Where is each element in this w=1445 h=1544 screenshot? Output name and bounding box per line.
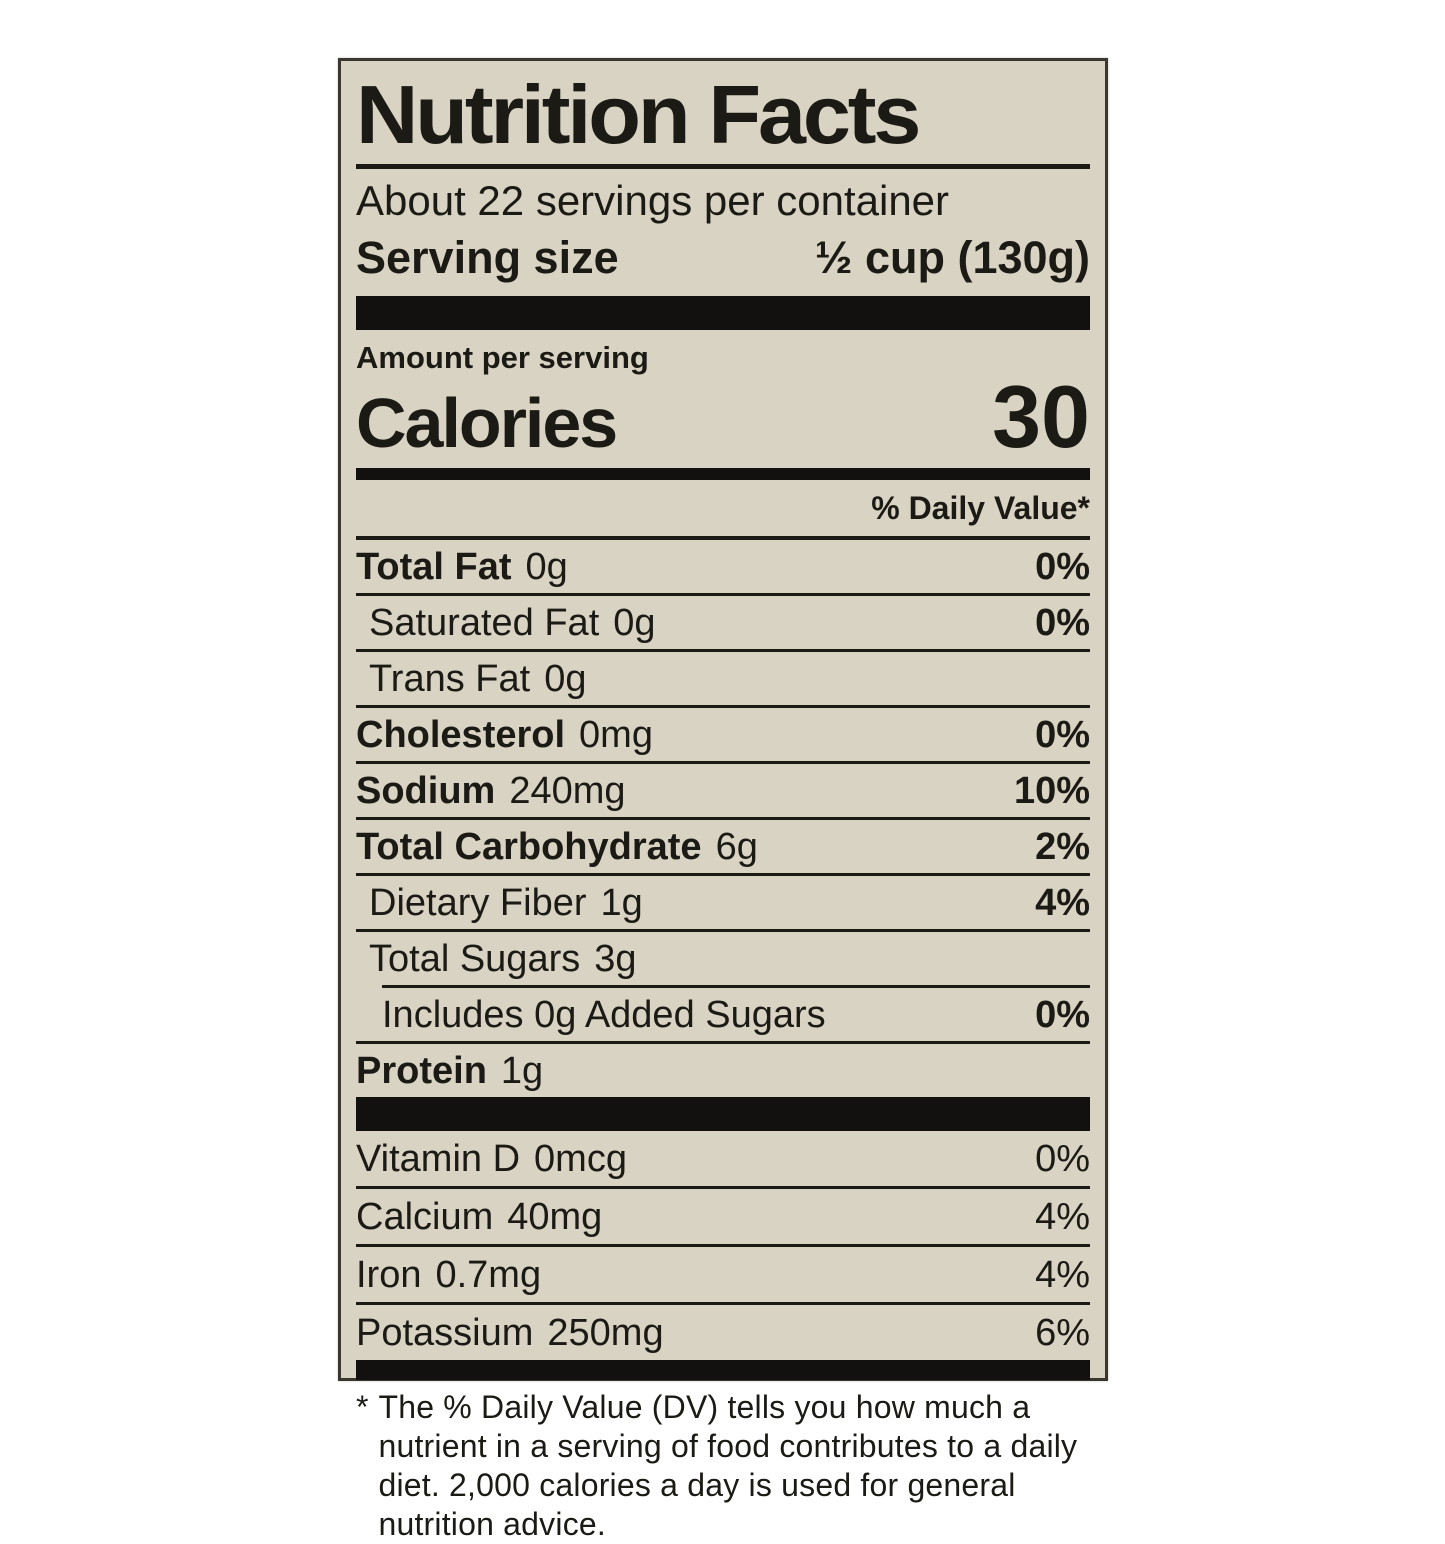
nutrient-daily-value: 10%	[1013, 770, 1090, 813]
nutrient-amount: 0.7mg	[435, 1254, 542, 1297]
nutrient-row: Potassium 250mg 6%	[356, 1302, 1090, 1360]
nutrient-row: Includes 0g Added Sugars 0%	[382, 985, 1090, 1041]
nutrient-amount: 3g	[594, 938, 637, 981]
nutrient-row: Saturated Fat 0g 0%	[356, 593, 1090, 649]
section-bar-top	[356, 296, 1090, 331]
footnote: * The % Daily Value (DV) tells you how m…	[356, 1380, 1090, 1544]
nutrient-amount: 240mg	[509, 770, 626, 813]
nutrient-name: Potassium	[356, 1312, 534, 1355]
calories-divider-bar	[356, 468, 1090, 481]
nutrient-amount: 40mg	[507, 1196, 603, 1239]
nutrient-name: Trans Fat	[369, 658, 531, 701]
nutrient-name-amount: Potassium 250mg	[356, 1314, 664, 1352]
nutrient-row: Total Carbohydrate 6g 2%	[356, 817, 1090, 873]
nutrient-amount: 1g	[600, 882, 643, 925]
nutrient-name-amount: Total Carbohydrate 6g	[356, 828, 758, 866]
footnote-asterisk: *	[356, 1389, 369, 1426]
serving-size-row: Serving size ½ cup (130g)	[356, 223, 1090, 296]
nutrient-name-amount: Total Fat 0g	[356, 548, 568, 586]
nutrient-amount: 250mg	[547, 1312, 664, 1355]
nutrient-daily-value: 0%	[1035, 994, 1090, 1037]
nutrient-name-amount: Trans Fat 0g	[369, 660, 586, 698]
nutrient-name: Total Carbohydrate	[356, 826, 702, 869]
label-title: Nutrition Facts	[356, 68, 921, 161]
nutrient-daily-value: 2%	[1035, 826, 1090, 869]
nutrient-row: Total Fat 0g 0%	[356, 540, 1090, 593]
nutrient-daily-value: 0%	[1035, 602, 1090, 645]
serving-size-value: ½ cup (130g)	[814, 232, 1090, 284]
nutrient-rows: Total Fat 0g 0% Saturated Fat 0g 0% Trans Fat 0…	[356, 540, 1090, 1097]
daily-value-header: % Daily Value*	[871, 490, 1090, 527]
nutrient-name: Includes 0g Added Sugars	[382, 994, 826, 1037]
nutrient-name-amount: Includes 0g Added Sugars	[382, 996, 826, 1034]
daily-value-divider	[356, 536, 1090, 541]
nutrient-name-amount: Calcium 40mg	[356, 1198, 602, 1236]
calories-label: Calories	[356, 384, 618, 463]
title-divider	[356, 164, 1090, 169]
nutrient-row: Vitamin D 0mcg 0%	[356, 1131, 1090, 1186]
nutrient-amount: 0g	[525, 546, 568, 589]
nutrient-name: Sodium	[356, 770, 496, 813]
nutrient-daily-value: 4%	[1035, 1196, 1090, 1239]
nutrient-daily-value: 0%	[1035, 546, 1090, 589]
nutrient-daily-value: 4%	[1035, 1254, 1090, 1297]
nutrient-amount: 0mg	[579, 714, 653, 757]
nutrient-name-amount: Vitamin D 0mcg	[356, 1140, 627, 1178]
nutrient-amount: 0g	[613, 602, 656, 645]
nutrient-name-amount: Dietary Fiber 1g	[369, 884, 643, 922]
footnote-text: The % Daily Value (DV) tells you how muc…	[378, 1389, 1078, 1543]
nutrient-name: Total Fat	[356, 546, 512, 589]
nutrient-name: Iron	[356, 1254, 422, 1297]
nutrient-row: Protein 1g	[356, 1041, 1090, 1097]
nutrient-row: Total Sugars 3g	[356, 929, 1090, 985]
calories-value: 30	[992, 367, 1090, 467]
serving-size-label: Serving size	[356, 232, 619, 284]
nutrient-name-amount: Cholesterol 0mg	[356, 716, 653, 754]
nutrition-facts-label: Nutrition Facts About 22 servings per co…	[338, 58, 1108, 1542]
nutrient-name: Total Sugars	[369, 938, 581, 981]
nutrient-amount: 1g	[500, 1050, 544, 1093]
section-bar-bottom	[356, 1360, 1090, 1381]
nutrient-amount: 0mcg	[534, 1138, 627, 1181]
nutrient-name: Dietary Fiber	[369, 882, 587, 925]
nutrient-name-amount: Iron 0.7mg	[356, 1256, 541, 1294]
nutrient-name-amount: Total Sugars 3g	[369, 940, 637, 978]
nutrient-daily-value: 4%	[1035, 882, 1090, 925]
nutrient-name: Cholesterol	[356, 714, 566, 757]
nutrient-row: Cholesterol 0mg 0%	[356, 705, 1090, 761]
nutrient-name: Vitamin D	[356, 1138, 521, 1181]
nutrient-daily-value: 0%	[1035, 714, 1090, 757]
nutrient-name-amount: Sodium 240mg	[356, 772, 626, 810]
nutrient-row: Iron 0.7mg 4%	[356, 1244, 1090, 1302]
nutrient-name: Protein	[356, 1050, 487, 1093]
nutrient-name: Saturated Fat	[369, 602, 600, 645]
nutrient-daily-value: 6%	[1035, 1312, 1090, 1355]
nutrient-name-amount: Protein 1g	[356, 1052, 543, 1090]
nutrient-amount: 0g	[544, 658, 587, 701]
nutrient-name: Calcium	[356, 1196, 494, 1239]
micronutrient-rows: Vitamin D 0mcg 0% Calcium 40mg 4% Iron 0.7mg 4% P…	[356, 1131, 1090, 1360]
nutrient-row: Calcium 40mg 4%	[356, 1186, 1090, 1244]
nutrient-row: Dietary Fiber 1g 4%	[356, 873, 1090, 929]
amount-per-serving-label: Amount per serving	[356, 340, 649, 376]
nutrient-row: Sodium 240mg 10%	[356, 761, 1090, 817]
nutrient-amount: 6g	[715, 826, 758, 869]
nutrient-row: Trans Fat 0g	[356, 649, 1090, 705]
calories-row: Calories 30	[356, 367, 1090, 468]
nutrient-name-amount: Saturated Fat 0g	[369, 604, 656, 642]
servings-per-container: About 22 servings per container	[356, 177, 950, 224]
nutrient-daily-value: 0%	[1035, 1138, 1090, 1181]
section-bar-middle	[356, 1097, 1090, 1132]
